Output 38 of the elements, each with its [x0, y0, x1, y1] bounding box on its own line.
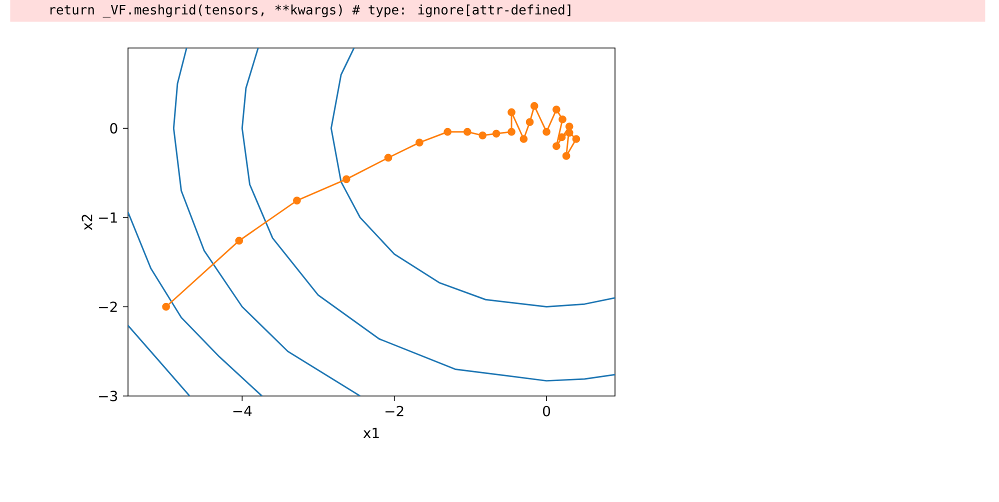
point [416, 138, 424, 147]
point [565, 122, 574, 130]
point [530, 102, 538, 110]
point [508, 108, 516, 116]
point [384, 154, 392, 162]
point [542, 128, 550, 136]
line-series [128, 211, 263, 396]
point [478, 131, 487, 140]
point [552, 142, 560, 150]
point [552, 106, 560, 114]
point [162, 302, 170, 311]
text: return _VF.meshgrid(tensors, **kwargs) # type: ignore[attr-defined] [50, 4, 570, 18]
line-series [330, 48, 616, 308]
y-tick-label: 0 [110, 123, 118, 134]
x-axis-title: x1 [363, 428, 379, 438]
point [562, 152, 570, 160]
line-series [172, 48, 361, 396]
y-axis-title: x2 [82, 214, 92, 230]
point [235, 236, 244, 245]
point [565, 128, 574, 137]
point [342, 175, 350, 184]
point [293, 196, 301, 205]
x-tick-label: 0 [543, 406, 550, 416]
point [444, 128, 452, 136]
point [492, 130, 500, 138]
point [520, 135, 528, 143]
point [558, 133, 566, 142]
y-tick-label: −1 [99, 212, 117, 223]
point [526, 118, 534, 126]
point [572, 135, 580, 143]
point [508, 128, 516, 136]
x-tick-label: −4 [233, 406, 252, 416]
y-tick-label: −2 [99, 302, 117, 312]
point [558, 115, 566, 124]
point [463, 128, 472, 136]
x-tick-label: −2 [386, 406, 404, 416]
y-tick-label: −3 [99, 390, 118, 402]
line-series [241, 48, 616, 382]
